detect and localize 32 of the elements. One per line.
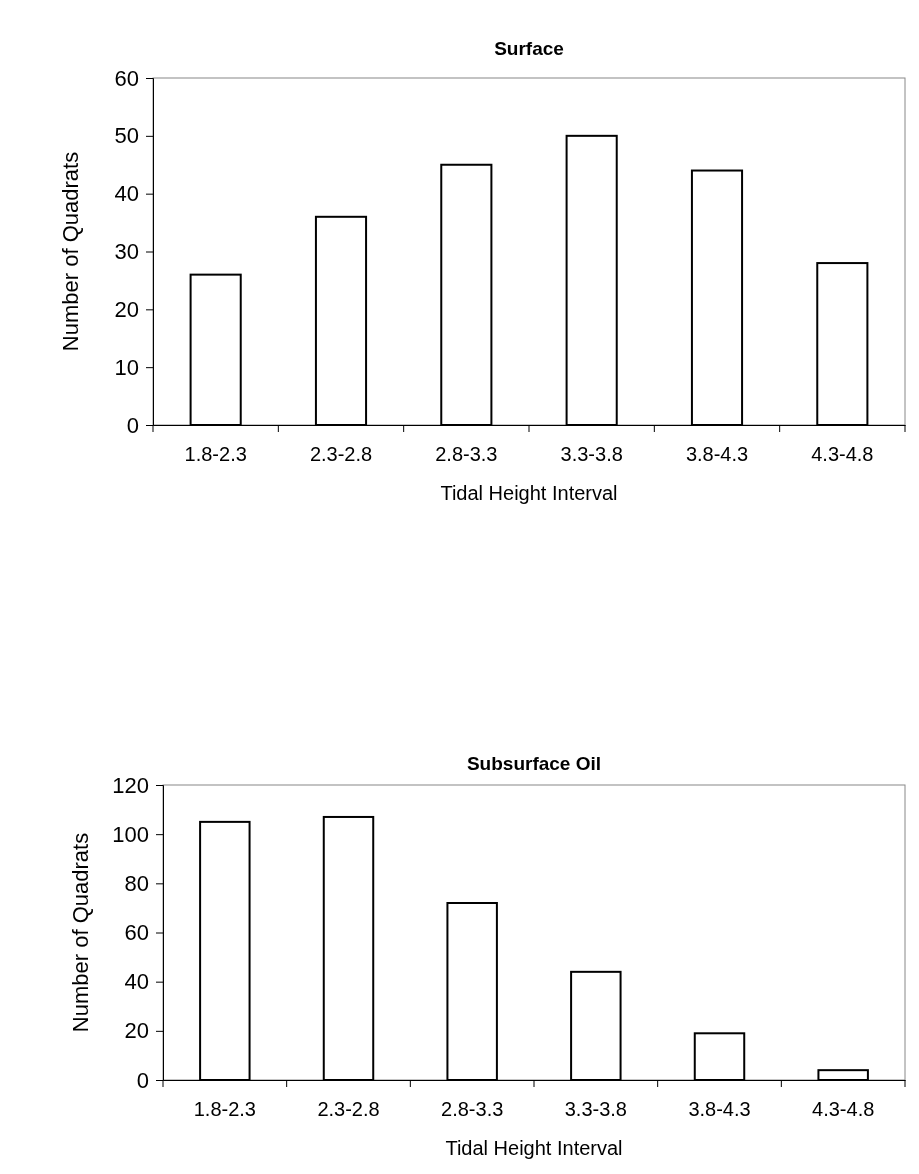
y-tick-label: 50 <box>114 123 139 149</box>
x-tick-label: 1.8-2.3 <box>184 443 247 466</box>
y-tick-label: 80 <box>124 870 149 896</box>
y-tick-label: 20 <box>124 1018 149 1044</box>
x-axis-title: Tidal Height Interval <box>440 482 618 504</box>
x-axis-title: Tidal Height Interval <box>445 1137 623 1159</box>
x-tick-label: 3.3-3.8 <box>564 1098 627 1121</box>
x-tick-label: 2.3-2.8 <box>309 443 373 466</box>
x-tick-label: 2.8-3.3 <box>435 443 498 466</box>
y-tick-label: 40 <box>124 969 149 995</box>
x-tick-label: 1.8-2.3 <box>193 1098 256 1121</box>
x-tick-label: 4.3-4.8 <box>811 443 874 466</box>
y-tick-label: 0 <box>126 412 139 438</box>
x-tick-label: 2.8-3.3 <box>441 1098 504 1121</box>
y-tick-label: 0 <box>136 1067 149 1093</box>
chart-title: Surface <box>494 38 564 59</box>
y-tick-label: 100 <box>112 821 149 847</box>
y-tick-label: 20 <box>114 296 139 322</box>
y-tick-label: 30 <box>114 239 139 265</box>
x-tick-label: 3.8-4.3 <box>688 1098 751 1121</box>
y-tick-label: 60 <box>114 65 139 91</box>
x-tick-label: 4.3-4.8 <box>812 1098 875 1121</box>
x-tick-label: 2.3-2.8 <box>317 1098 380 1121</box>
chart-title: Subsurface Oil <box>466 753 602 774</box>
y-axis-title: Number of Quadrats <box>68 832 93 1033</box>
y-tick-label: 10 <box>114 354 139 380</box>
x-tick-label: 3.3-3.8 <box>560 443 623 466</box>
y-tick-label: 60 <box>124 920 149 946</box>
x-tick-label: 3.8-4.3 <box>685 443 749 466</box>
y-axis-title: Number of Quadrats <box>58 151 83 352</box>
y-tick-label: 120 <box>112 772 149 798</box>
y-tick-label: 40 <box>114 181 139 207</box>
